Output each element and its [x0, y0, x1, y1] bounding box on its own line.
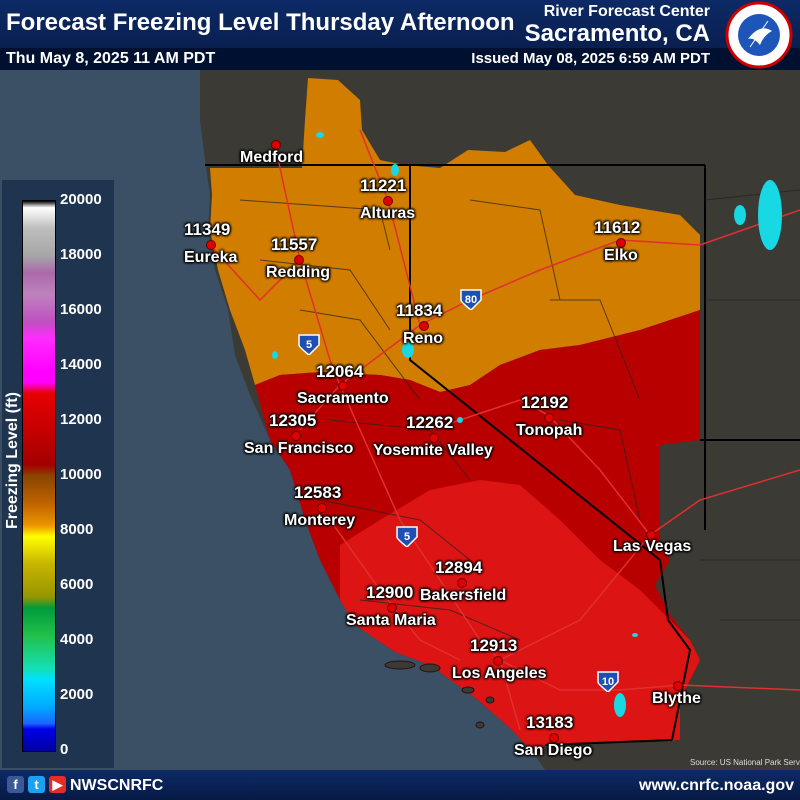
city-value-santa-maria: 12900 [366, 583, 414, 602]
highway-roads [209, 129, 800, 731]
city-marker[interactable] [271, 140, 281, 150]
legend-tick: 18000 [60, 246, 102, 263]
city-label-tonopah: Tonopah [516, 422, 583, 439]
interstate-10-shield: 10 [597, 671, 619, 692]
city-label-las-vegas: Las Vegas [613, 538, 692, 555]
city-label-elko: Elko [604, 247, 638, 264]
city-marker[interactable] [294, 255, 304, 265]
data-credit: Source: US National Park Service [690, 758, 800, 767]
legend-tick: 14000 [60, 356, 102, 373]
lakes [272, 132, 782, 717]
city-value-alturas: 11221 [360, 176, 407, 195]
city-marker[interactable] [429, 433, 439, 443]
city-value-los-angeles: 12913 [470, 636, 518, 655]
city-marker[interactable] [549, 733, 559, 743]
youtube-icon[interactable]: ▶ [49, 776, 66, 793]
interstate-10-number: 10 [602, 676, 614, 688]
legend-title: Freezing Level (ft) [4, 392, 21, 529]
city-marker[interactable] [387, 603, 397, 613]
channel-islands [384, 660, 495, 729]
city-label-eureka: Eureka [184, 249, 238, 266]
city-marker[interactable] [616, 238, 626, 248]
city-label-yosemite: Yosemite Valley [373, 442, 493, 459]
city-marker[interactable] [206, 240, 216, 250]
city-value-eureka: 11349 [184, 220, 231, 239]
legend-panel [2, 180, 114, 768]
city-marker[interactable] [383, 196, 393, 206]
city-value-tonopah: 12192 [521, 393, 569, 412]
city-value-reno: 11834 [396, 301, 443, 320]
interstate-5-number: 5 [306, 339, 312, 351]
county-lines [239, 189, 800, 641]
city-label-blythe: Blythe [652, 690, 701, 707]
city-marker[interactable] [673, 681, 683, 691]
legend-tick: 20000 [60, 191, 102, 208]
legend-tick: 10000 [60, 466, 102, 483]
legend-tick: 8000 [60, 521, 94, 538]
valid-time: Thu May 8, 2025 11 AM PDT [6, 50, 216, 67]
city-marker[interactable] [291, 431, 301, 441]
header-strip [0, 48, 800, 70]
office-label: River Forecast Center [543, 3, 710, 20]
city-label-medford: Medford [240, 149, 304, 166]
freezing-band-orange [210, 78, 700, 392]
legend-tick: 12000 [60, 411, 102, 428]
city-value-bakersfield: 12894 [435, 558, 483, 577]
interstate-5-south-number: 5 [404, 531, 410, 543]
city-value-sacramento: 12064 [316, 362, 364, 381]
interstate-5-shield-south: 5 [396, 526, 418, 547]
city-label-san-francisco: San Francisco [244, 440, 354, 457]
interstate-80-shield: 80 [460, 289, 482, 310]
city-label-sacramento: Sacramento [297, 390, 389, 407]
nws-logo[interactable] [720, 1, 798, 69]
city-label-santa-maria: Santa Maria [346, 612, 436, 629]
city-label-los-angeles: Los Angeles [452, 665, 547, 682]
city-marker[interactable] [646, 530, 656, 540]
city-label-san-diego: San Diego [514, 742, 593, 759]
twitter-icon[interactable]: t [28, 776, 45, 793]
city-marker[interactable] [544, 413, 554, 423]
legend-colorbar [22, 200, 56, 752]
city-value-elko: 11612 [594, 218, 641, 237]
city-label-redding: Redding [266, 264, 330, 281]
city-marker[interactable] [317, 503, 327, 513]
footer-bar [0, 770, 800, 800]
city-value-san-francisco: 12305 [269, 411, 317, 430]
issued-time: Issued May 08, 2025 6:59 AM PDT [471, 50, 710, 67]
city-label-monterey: Monterey [284, 512, 356, 529]
legend-tick: 2000 [60, 686, 94, 703]
city-marker[interactable] [493, 656, 503, 666]
city-value-monterey: 12583 [294, 483, 342, 502]
city-value-redding: 11557 [271, 235, 318, 254]
legend-tick: 6000 [60, 576, 94, 593]
legend-tick: 4000 [60, 631, 94, 648]
map-title: Forecast Freezing Level Thursday Afterno… [6, 9, 515, 36]
city-value-san-diego: 13183 [526, 713, 574, 732]
legend-tick: 16000 [60, 301, 102, 318]
social-handle[interactable]: NWSCNRFC [70, 777, 164, 794]
city-marker[interactable] [457, 578, 467, 588]
city-label-reno: Reno [403, 330, 443, 347]
city-label-bakersfield: Bakersfield [420, 587, 507, 604]
state-borders [205, 164, 800, 746]
city-marker[interactable] [338, 381, 348, 391]
website-link[interactable]: www.cnrfc.noaa.gov [639, 777, 794, 794]
interstate-80-number: 80 [465, 294, 477, 306]
facebook-icon[interactable]: f [7, 776, 24, 793]
city-marker[interactable] [419, 321, 429, 331]
legend-tick: 0 [60, 741, 69, 758]
city-label-alturas: Alturas [360, 205, 416, 222]
office-city: Sacramento, CA [524, 20, 710, 47]
city-value-yosemite: 12262 [406, 413, 454, 432]
interstate-5-shield: 5 [298, 334, 320, 355]
